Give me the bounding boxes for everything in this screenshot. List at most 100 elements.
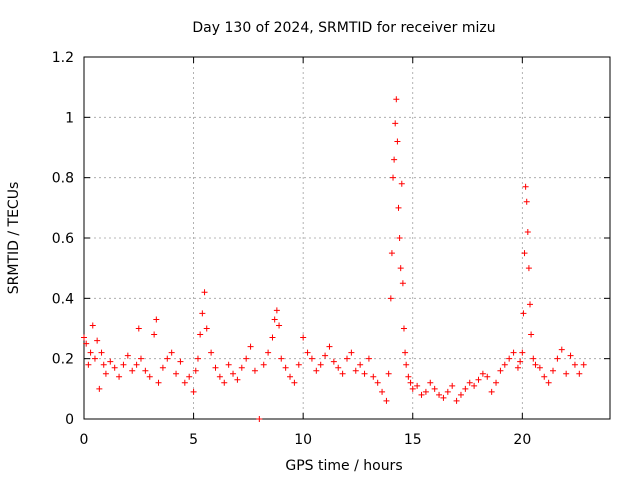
data-point bbox=[100, 361, 107, 368]
data-point bbox=[102, 370, 109, 377]
data-point bbox=[444, 388, 451, 395]
data-point bbox=[388, 250, 395, 257]
y-tick-label: 0.2 bbox=[52, 352, 74, 368]
data-point bbox=[395, 204, 402, 211]
data-point bbox=[475, 376, 482, 383]
data-point bbox=[563, 370, 570, 377]
data-point bbox=[83, 340, 90, 347]
data-point bbox=[94, 337, 101, 344]
data-point bbox=[528, 331, 535, 338]
data-point bbox=[308, 355, 315, 362]
data-point bbox=[111, 364, 118, 371]
data-point bbox=[510, 349, 517, 356]
data-point bbox=[522, 183, 529, 190]
data-point bbox=[278, 355, 285, 362]
y-tick-label: 1 bbox=[65, 110, 74, 126]
data-point bbox=[393, 96, 400, 103]
data-point bbox=[397, 265, 404, 272]
y-axis-label: SRMTID / TECUs bbox=[6, 182, 22, 295]
data-point bbox=[399, 280, 406, 287]
data-point bbox=[431, 385, 438, 392]
data-point bbox=[536, 364, 543, 371]
data-point bbox=[352, 367, 359, 374]
data-point bbox=[394, 138, 401, 145]
data-point bbox=[383, 397, 390, 404]
data-point bbox=[326, 343, 333, 350]
data-point bbox=[396, 235, 403, 241]
data-point bbox=[567, 352, 574, 359]
data-point bbox=[525, 265, 532, 272]
data-point bbox=[550, 367, 557, 374]
data-point bbox=[344, 355, 350, 362]
y-tick-label: 0.8 bbox=[52, 171, 74, 187]
data-point bbox=[357, 361, 364, 368]
data-points bbox=[81, 96, 587, 422]
data-point bbox=[405, 373, 412, 380]
chart-title: Day 130 of 2024, SRMTID for receiver miz… bbox=[192, 20, 495, 36]
data-point bbox=[155, 379, 162, 386]
data-point bbox=[91, 355, 98, 362]
data-point bbox=[361, 370, 368, 377]
data-point bbox=[521, 250, 528, 257]
y-tick-label: 0.4 bbox=[52, 291, 74, 307]
data-point bbox=[199, 310, 206, 317]
data-point bbox=[129, 367, 136, 374]
data-point bbox=[466, 379, 473, 386]
data-point bbox=[348, 349, 355, 356]
data-point bbox=[520, 310, 527, 317]
data-point bbox=[479, 370, 486, 377]
data-point bbox=[457, 391, 464, 398]
data-point bbox=[190, 388, 197, 395]
data-point bbox=[265, 349, 272, 356]
data-point bbox=[291, 379, 298, 386]
data-point bbox=[400, 325, 407, 332]
data-point bbox=[230, 370, 237, 377]
data-point bbox=[407, 379, 414, 386]
data-point bbox=[124, 352, 131, 359]
data-point bbox=[120, 361, 127, 368]
data-point bbox=[98, 349, 105, 356]
data-point bbox=[471, 382, 478, 389]
x-tick-label: 15 bbox=[404, 432, 422, 448]
data-point bbox=[317, 361, 324, 368]
data-point bbox=[276, 322, 283, 329]
grid bbox=[84, 57, 610, 419]
data-point bbox=[304, 349, 311, 356]
data-point bbox=[96, 385, 103, 392]
data-point bbox=[137, 355, 144, 362]
data-point bbox=[85, 361, 92, 368]
data-point bbox=[135, 325, 142, 332]
data-point bbox=[374, 379, 381, 386]
data-point bbox=[436, 391, 443, 398]
x-tick-label: 20 bbox=[513, 432, 531, 448]
x-tick-label: 0 bbox=[80, 432, 89, 448]
data-point bbox=[576, 370, 583, 377]
data-point bbox=[251, 367, 258, 374]
data-point bbox=[322, 352, 329, 359]
data-point bbox=[159, 364, 166, 371]
data-point bbox=[81, 334, 87, 341]
plot-frame bbox=[83, 56, 611, 420]
data-point bbox=[558, 346, 565, 353]
data-point bbox=[87, 349, 94, 356]
data-point bbox=[197, 331, 204, 338]
data-point bbox=[142, 367, 149, 374]
data-point bbox=[212, 364, 219, 371]
y-tick-label: 0.6 bbox=[52, 231, 74, 247]
data-point bbox=[554, 355, 561, 362]
data-point bbox=[151, 331, 158, 338]
data-point bbox=[580, 361, 587, 368]
data-point bbox=[519, 349, 526, 356]
data-point bbox=[523, 198, 530, 205]
data-point bbox=[527, 301, 534, 308]
data-point bbox=[462, 385, 469, 392]
data-point bbox=[313, 367, 320, 374]
data-point bbox=[192, 367, 199, 374]
data-point bbox=[194, 355, 201, 362]
x-tick-label: 10 bbox=[294, 432, 312, 448]
data-point bbox=[221, 379, 228, 386]
data-point bbox=[282, 364, 289, 371]
data-point bbox=[497, 367, 504, 374]
ticks: 0 0.2 0.4 0.6 0.8 1 1.2 0 5 10 15 20 bbox=[52, 50, 610, 448]
